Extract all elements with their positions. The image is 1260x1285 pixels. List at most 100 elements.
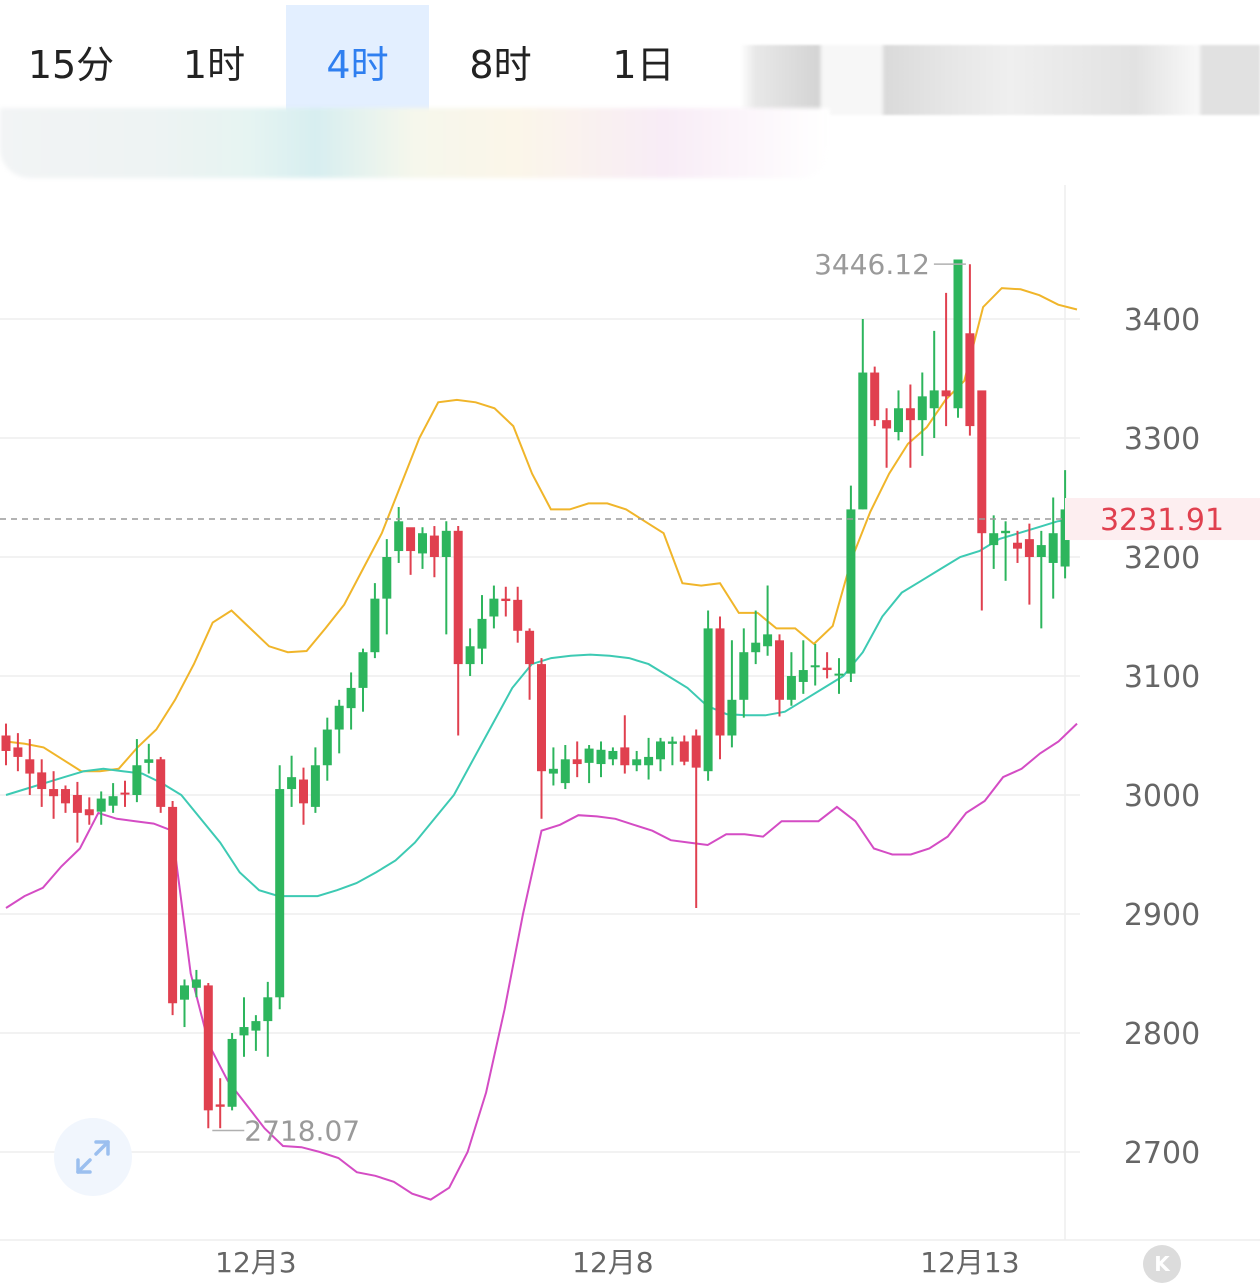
candle-down [537,664,546,772]
candle-up [798,670,808,682]
candle-down [715,628,725,736]
candle-down [679,741,689,762]
candle-up [644,756,654,766]
tab-8h[interactable]: 8时 [469,43,532,87]
candle-up [287,777,297,790]
candle-down [870,372,880,421]
candle-up [96,798,106,812]
candle-up [358,652,368,688]
candle-down [156,759,166,807]
candle-down [61,789,70,804]
candle-down [168,806,178,1004]
candle-down [691,735,701,768]
candle-up [953,259,963,409]
candle-down [203,985,213,1111]
candle-down [1,735,11,751]
x-tick-label: 12月13 [920,1246,1019,1279]
tab-4h[interactable]: 4时 [286,5,429,118]
candle-up [834,673,844,676]
candle-up [810,665,820,668]
candle-up [227,1038,237,1107]
candle-up [917,396,927,421]
y-tick-label: 2900 [1124,898,1200,933]
candle-up [1036,545,1046,557]
candle-down [84,809,94,816]
tab-15min[interactable]: 15分 [27,43,115,87]
k-chart-button[interactable]: K [1143,1245,1181,1283]
y-tick-label: 2700 [1124,1136,1200,1171]
candle-up [703,628,713,772]
candle-down [941,390,951,397]
y-tick-label: 3300 [1124,422,1200,457]
candle-up [763,634,773,647]
candle-down [37,772,47,790]
candle-up [584,748,594,763]
min-price-label: 2718.07 [244,1114,360,1147]
interval-tab-bar: 15分 1时 4时 8时 1日 [0,0,1260,118]
candle-up [786,676,796,700]
candle-up [382,557,392,599]
candle-down [905,408,915,421]
candle-up [275,789,285,998]
y-tick-label: 3100 [1124,660,1200,695]
candle-up [1001,530,1011,534]
candle-down [120,792,130,795]
candle-down [822,667,832,671]
candle-up [1048,533,1058,563]
current-price-label: 3231.91 [1100,503,1224,538]
candle-up [596,749,606,765]
max-price-label: 3446.12 [814,248,930,281]
expand-arrows-icon [76,1140,110,1174]
candle-down [49,789,59,797]
candle-up [180,985,189,1000]
candle-down [299,779,308,804]
y-tick-label: 3200 [1124,541,1200,576]
candle-up [477,618,487,649]
candle-up [929,390,939,409]
candle-up [667,741,677,744]
x-tick-label: 12月3 [215,1246,296,1279]
candle-up [846,509,856,674]
expand-button[interactable] [54,1118,132,1196]
candle-up [239,1027,249,1036]
candle-up [251,1021,261,1031]
candle-down [453,530,463,665]
candle-up [560,759,570,784]
candle-down [965,333,975,427]
y-tick-label: 3000 [1124,779,1200,814]
boll-lower-line [5,722,1078,1201]
candle-up [894,408,903,433]
candle-up [370,598,380,653]
candle-down [215,1104,225,1107]
candle-up [989,533,999,546]
tab-1h[interactable]: 1时 [182,43,246,87]
candle-up [144,759,154,763]
candle-down [406,527,416,552]
blurred-tabs [740,45,1260,115]
candle-down [1024,539,1034,557]
candle-up [465,646,475,665]
candle-up [334,705,344,730]
candle-down [620,747,630,766]
candle-up [858,372,868,510]
candle-up [489,598,499,617]
candle-down [429,535,439,557]
candle-up [751,642,761,653]
candle-up [346,687,356,709]
candle-up [394,521,404,552]
candle-up [191,979,201,988]
candle-down [1013,542,1022,549]
candle-up [441,530,451,557]
tab-1d[interactable]: 1日 [612,43,675,87]
candle-up [263,997,273,1022]
candle-up [418,533,427,554]
blurred-indicator-row [0,108,830,178]
candle-down [572,759,582,765]
candle-up [608,750,618,760]
boll-upper-line [5,287,1078,773]
y-tick-label: 2800 [1124,1017,1200,1052]
candle-up [727,699,737,736]
candle-down [977,390,987,534]
candle-up [132,765,142,795]
candle-up [310,765,320,807]
